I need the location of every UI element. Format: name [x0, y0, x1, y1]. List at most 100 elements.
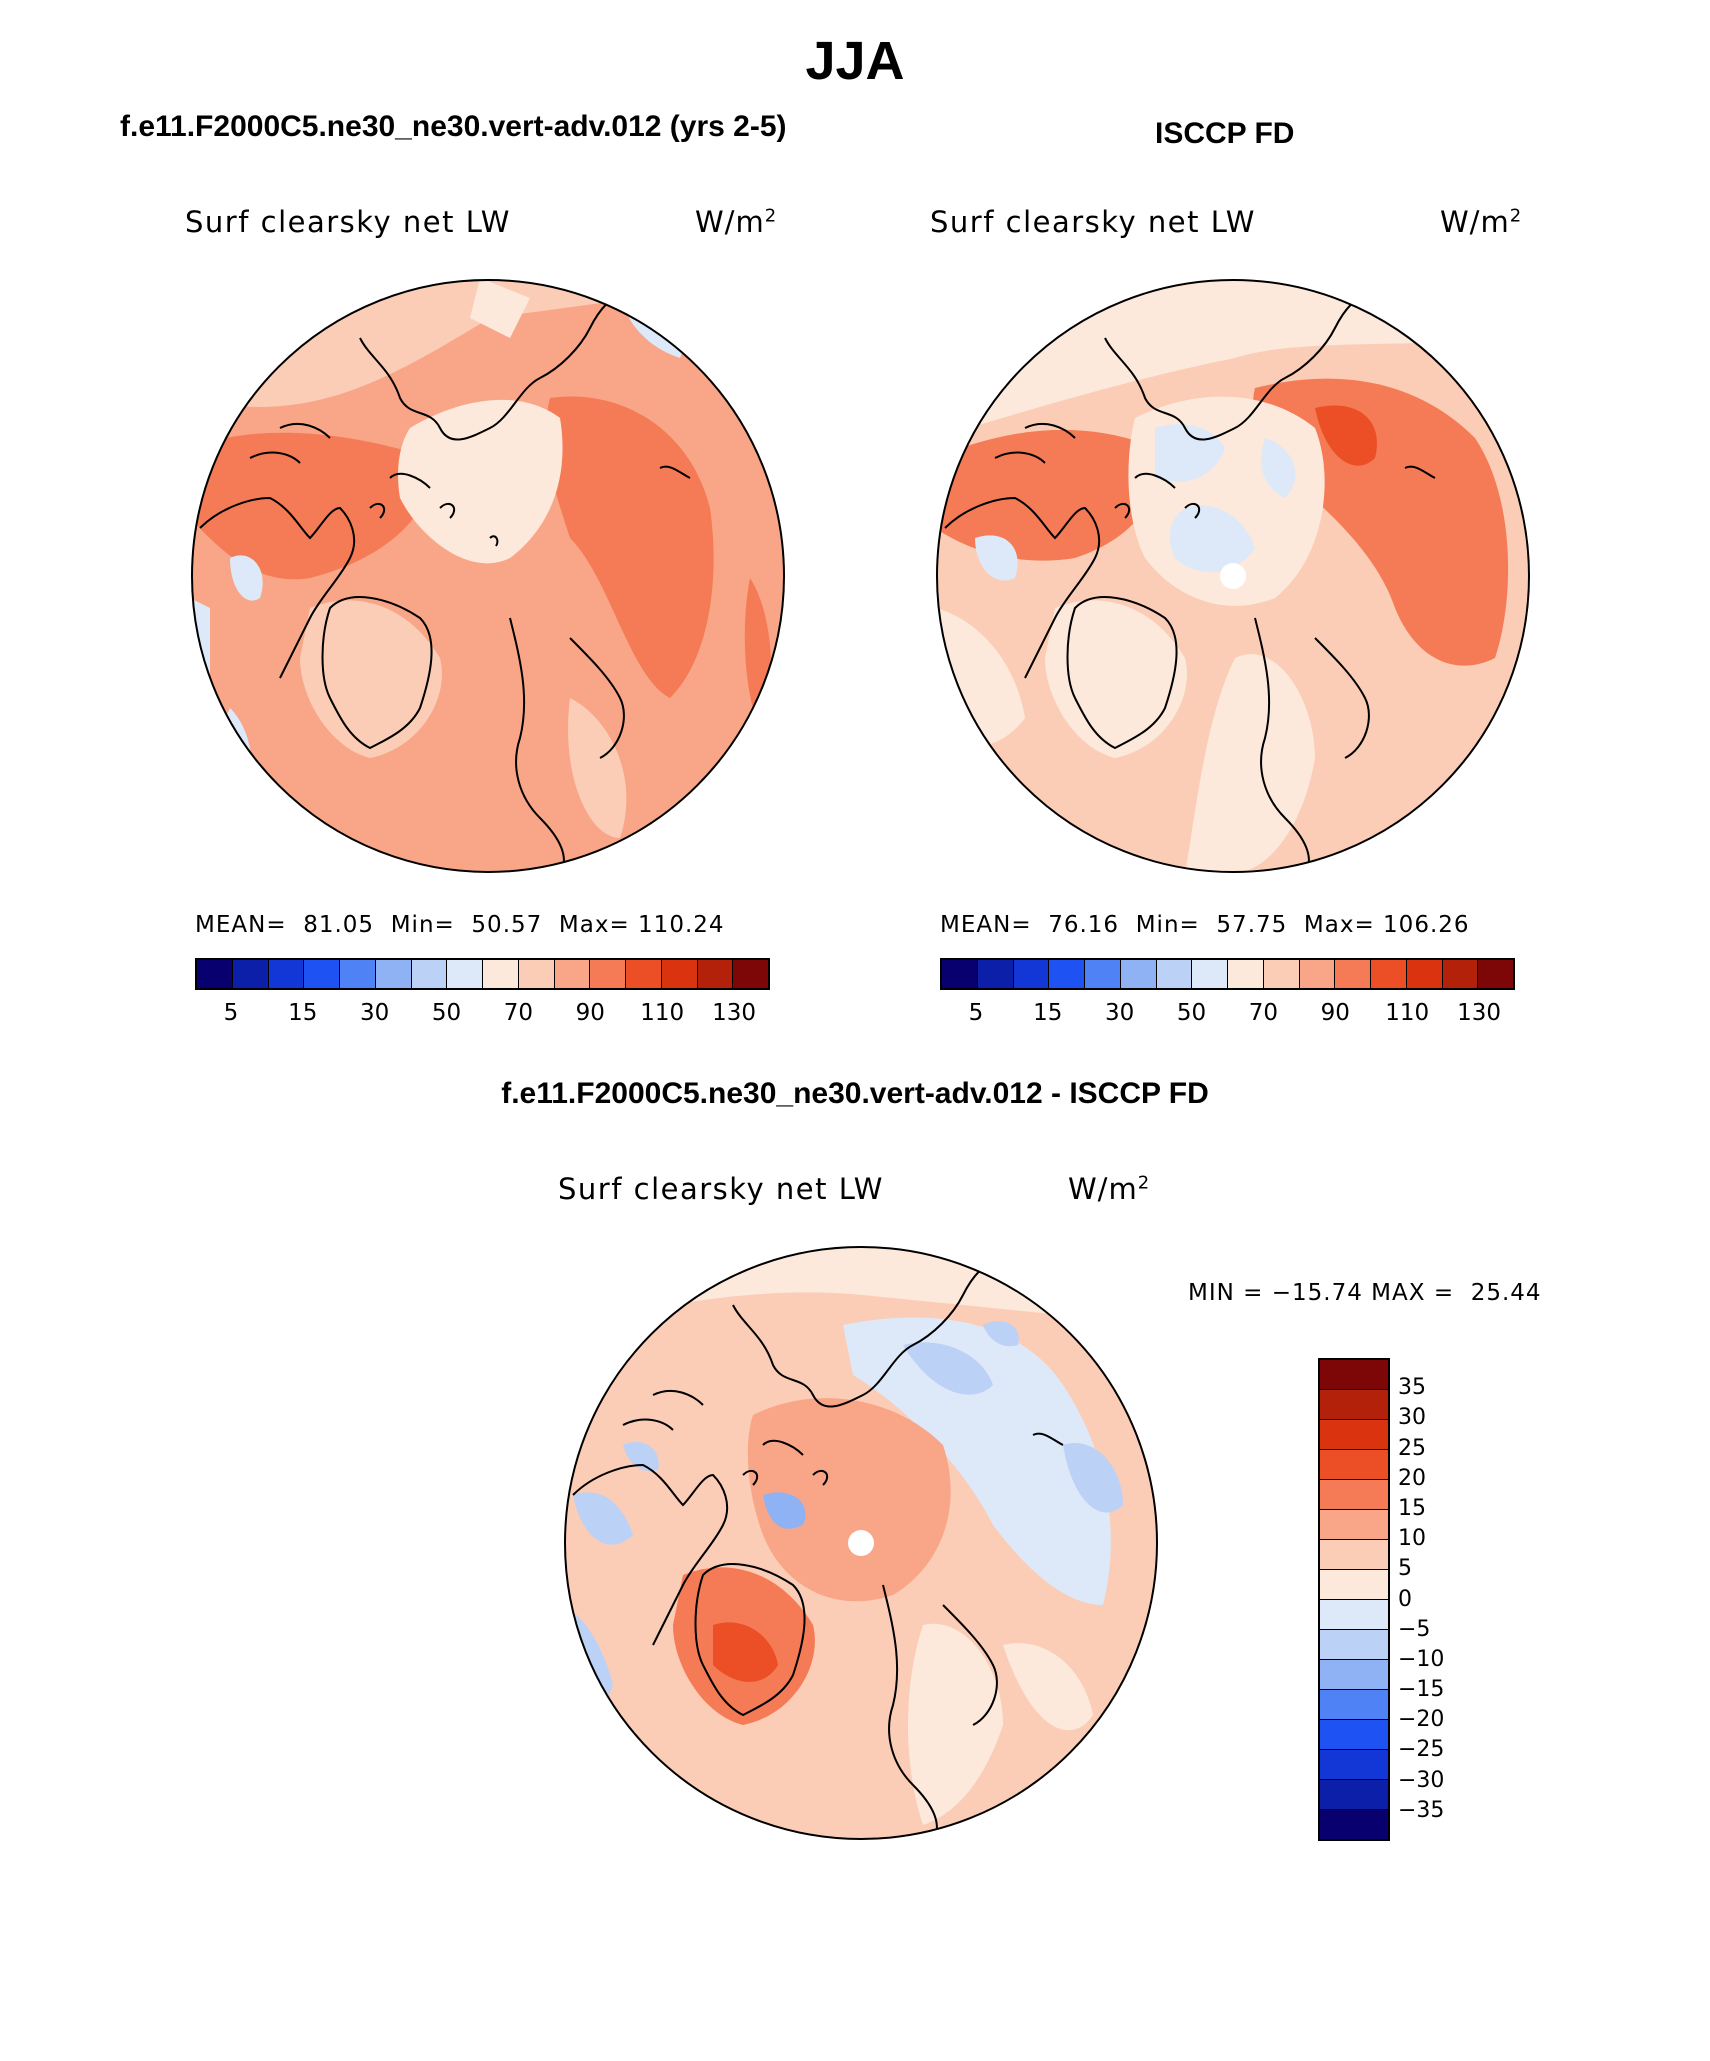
obs-units-label: W/m2	[1440, 205, 1523, 239]
colorbar-tick-label: 35	[1398, 1375, 1426, 1401]
colorbar-tick-label: 130	[712, 1000, 757, 1026]
colorbar-swatch	[942, 960, 978, 988]
colorbar-swatch	[626, 960, 662, 988]
colorbar-tick-label: 70	[503, 1000, 534, 1026]
colorbar-swatch	[1320, 1390, 1388, 1420]
colorbar-tick-label: 5	[968, 1000, 984, 1026]
colorbar-tick-label: 50	[431, 1000, 462, 1026]
colorbar-tick-label: −10	[1398, 1646, 1445, 1672]
model-colorbar	[195, 958, 770, 990]
obs-variable-label: Surf clearsky net LW	[930, 205, 1256, 239]
colorbar-tick-label: 30	[360, 1000, 390, 1026]
colorbar-tick-label: −15	[1398, 1677, 1445, 1703]
colorbar-swatch	[1335, 960, 1371, 988]
colorbar-tick-label: 10	[1398, 1526, 1426, 1552]
colorbar-swatch	[1156, 960, 1193, 988]
diff-colorbar-ticks: 35 30 25 20 15 10 5 0 −5 −10 −15 −20 −25 −30 −35	[1398, 1358, 1478, 1841]
colorbar-swatch	[1320, 1690, 1388, 1720]
colorbar-tick-label: 20	[1398, 1465, 1426, 1491]
colorbar-swatch	[1320, 1660, 1388, 1690]
colorbar-tick-label: 0	[1398, 1586, 1412, 1612]
colorbar-tick-label: −20	[1398, 1707, 1445, 1733]
diff-units-label: W/m2	[1068, 1172, 1151, 1206]
colorbar-tick-label: −5	[1398, 1616, 1431, 1642]
colorbar-swatch	[1320, 1510, 1388, 1540]
colorbar-swatch	[375, 960, 412, 988]
diff-variable-label: Surf clearsky net LW	[558, 1172, 884, 1206]
obs-title: ISCCP FD	[1155, 117, 1295, 150]
colorbar-tick-label: 5	[223, 1000, 239, 1026]
colorbar-tick-label: 110	[1385, 1000, 1430, 1026]
colorbar-swatch	[1299, 960, 1336, 988]
colorbar-tick-label: 30	[1105, 1000, 1135, 1026]
colorbar-swatch	[1192, 960, 1228, 988]
colorbar-swatch	[1320, 1360, 1388, 1390]
colorbar-swatch	[483, 960, 519, 988]
colorbar-swatch	[977, 960, 1014, 988]
colorbar-swatch	[304, 960, 340, 988]
colorbar-swatch	[733, 960, 768, 988]
colorbar-swatch	[1320, 1420, 1388, 1450]
model-polar-map	[191, 279, 785, 873]
model-variable-label: Surf clearsky net LW	[185, 205, 511, 239]
colorbar-tick-label: 25	[1398, 1435, 1426, 1461]
colorbar-tick-label: 15	[288, 1000, 318, 1026]
obs-stats: MEAN= 76.16 Min= 57.75 Max= 106.26	[940, 912, 1470, 938]
model-colorbar-ticks: 5 15 30 50 70 90 110 130	[195, 1000, 770, 1030]
obs-colorbar	[940, 958, 1515, 990]
colorbar-swatch	[1320, 1630, 1388, 1660]
colorbar-swatch	[1049, 960, 1085, 988]
model-case-title: f.e11.F2000C5.ne30_ne30.vert-adv.012 (yr…	[120, 110, 787, 143]
colorbar-swatch	[197, 960, 233, 988]
colorbar-swatch	[1120, 960, 1157, 988]
colorbar-swatch	[1263, 960, 1300, 988]
model-stats: MEAN= 81.05 Min= 50.57 Max= 110.24	[195, 912, 725, 938]
colorbar-tick-label: 15	[1033, 1000, 1063, 1026]
colorbar-swatch	[1228, 960, 1264, 988]
colorbar-swatch	[268, 960, 305, 988]
colorbar-swatch	[1442, 960, 1479, 988]
colorbar-swatch	[411, 960, 448, 988]
colorbar-swatch	[1013, 960, 1050, 988]
colorbar-tick-label: 110	[640, 1000, 685, 1026]
colorbar-swatch	[1320, 1720, 1388, 1750]
colorbar-swatch	[1320, 1450, 1388, 1480]
colorbar-tick-label: −35	[1398, 1797, 1445, 1823]
colorbar-tick-label: 5	[1398, 1556, 1412, 1582]
colorbar-swatch	[1320, 1600, 1388, 1630]
diff-colorbar	[1318, 1358, 1390, 1841]
colorbar-swatch	[1320, 1540, 1388, 1570]
colorbar-tick-label: 90	[575, 1000, 605, 1026]
colorbar-swatch	[1320, 1810, 1388, 1839]
colorbar-swatch	[1320, 1570, 1388, 1600]
colorbar-swatch	[1320, 1750, 1388, 1780]
colorbar-swatch	[590, 960, 626, 988]
colorbar-swatch	[232, 960, 269, 988]
colorbar-tick-label: 130	[1457, 1000, 1502, 1026]
model-units-label: W/m2	[695, 205, 778, 239]
colorbar-swatch	[697, 960, 734, 988]
colorbar-tick-label: 70	[1248, 1000, 1279, 1026]
diff-polar-map	[564, 1246, 1158, 1840]
colorbar-tick-label: 30	[1398, 1405, 1426, 1431]
colorbar-swatch	[1320, 1480, 1388, 1510]
colorbar-tick-label: 50	[1176, 1000, 1207, 1026]
colorbar-tick-label: −25	[1398, 1737, 1445, 1763]
colorbar-swatch	[554, 960, 591, 988]
colorbar-swatch	[1085, 960, 1121, 988]
obs-colorbar-ticks: 5 15 30 50 70 90 110 130	[940, 1000, 1515, 1030]
obs-polar-map	[936, 279, 1530, 873]
diff-title: f.e11.F2000C5.ne30_ne30.vert-adv.012 - I…	[501, 1077, 1209, 1110]
colorbar-tick-label: −30	[1398, 1767, 1445, 1793]
colorbar-tick-label: 15	[1398, 1495, 1426, 1521]
diff-minmax: MIN = −15.74 MAX = 25.44	[1188, 1280, 1542, 1306]
colorbar-swatch	[1320, 1780, 1388, 1810]
colorbar-swatch	[518, 960, 555, 988]
colorbar-swatch	[340, 960, 376, 988]
colorbar-tick-label: 90	[1320, 1000, 1350, 1026]
colorbar-swatch	[1371, 960, 1407, 988]
colorbar-swatch	[1406, 960, 1443, 988]
colorbar-swatch	[1478, 960, 1513, 988]
colorbar-swatch	[661, 960, 698, 988]
season-title: JJA	[805, 31, 905, 91]
